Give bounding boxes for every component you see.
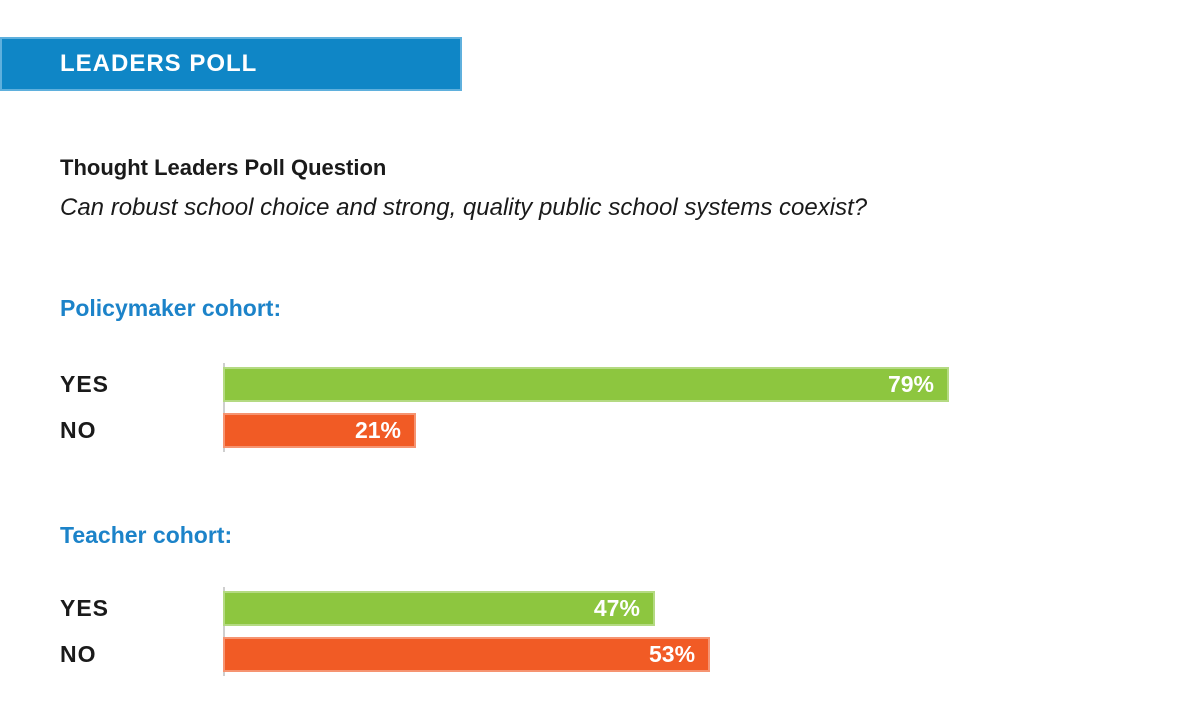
category-label-yes: YES [60,371,110,397]
category-label-no: NO [60,641,97,667]
teacher-cohort-section: Teacher cohort: YES 47% NO 53% [0,522,1200,676]
bar-no: 53% [223,637,711,672]
leaders-poll-banner: LEADERS POLL [0,37,462,91]
value-label: 53% [649,641,696,667]
bar-track: 53% [223,637,1142,672]
bar-yes: 79% [223,367,949,402]
bar-row: NO 21% [60,413,1200,448]
value-label: 21% [354,417,401,443]
bar-row: NO 53% [60,637,1200,672]
bar-chart: YES 79% NO 21% [60,363,1200,452]
bar-chart: YES 47% NO 53% [60,587,1200,676]
bar-no: 21% [223,413,416,448]
category-label-yes: YES [60,595,110,621]
cohort-heading: Policymaker cohort: [60,295,282,321]
category-label-no: NO [60,417,97,443]
bar-track: 79% [223,367,1142,402]
poll-title: Thought Leaders Poll Question [60,155,387,180]
banner-label: LEADERS POLL [60,50,258,77]
value-label: 79% [887,371,934,397]
axis-line [223,587,225,676]
cohort-heading: Teacher cohort: [60,522,233,548]
bar-row: YES 79% [60,367,1200,402]
bar-row: YES 47% [60,591,1200,626]
policymaker-cohort-section: Policymaker cohort: YES 79% NO 21% [0,295,1200,452]
bar-track: 21% [223,413,1142,448]
bar-yes: 47% [223,591,655,626]
value-label: 47% [593,595,640,621]
poll-question: Can robust school choice and strong, qua… [60,194,868,221]
axis-line [223,363,225,452]
bar-track: 47% [223,591,1142,626]
